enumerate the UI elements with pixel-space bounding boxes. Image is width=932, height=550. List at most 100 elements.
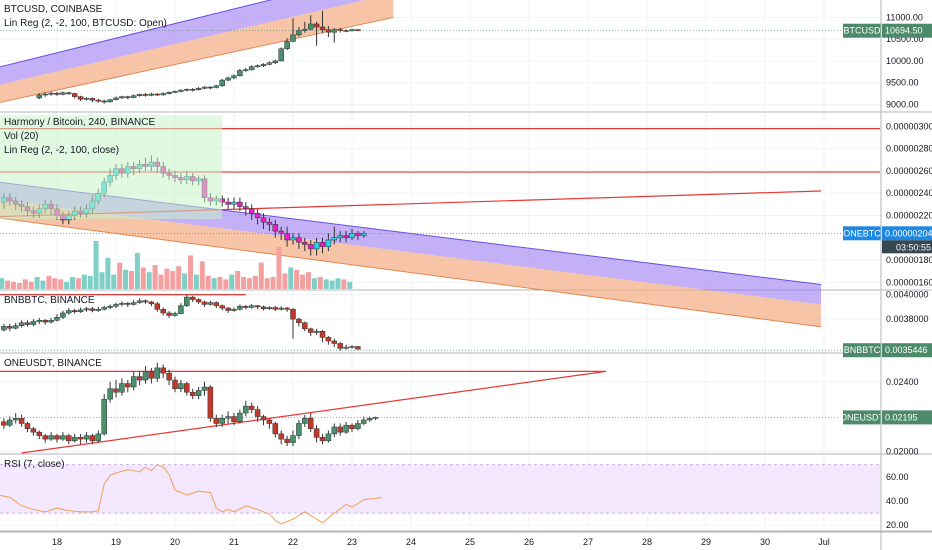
candle-body[interactable] <box>237 70 243 76</box>
candle-body[interactable] <box>1 326 7 331</box>
candle-body[interactable] <box>136 300 143 303</box>
candle-body[interactable] <box>66 435 72 442</box>
candle-body[interactable] <box>201 301 208 305</box>
candle-body[interactable] <box>77 96 84 100</box>
candle-body[interactable] <box>172 379 178 389</box>
candle-body[interactable] <box>119 383 125 393</box>
candle-body[interactable] <box>160 367 166 374</box>
candle-body[interactable] <box>101 307 107 310</box>
candle-body[interactable] <box>343 235 349 239</box>
candle-body[interactable] <box>136 94 143 97</box>
candle-body[interactable] <box>313 331 320 333</box>
candle-body[interactable] <box>60 312 66 318</box>
candle-body[interactable] <box>54 435 60 440</box>
candle-body[interactable] <box>302 322 308 330</box>
candle-body[interactable] <box>237 412 243 422</box>
candle-body[interactable] <box>313 428 320 438</box>
candle-body[interactable] <box>7 419 13 426</box>
candle-body[interactable] <box>125 302 131 305</box>
candle-body[interactable] <box>266 221 273 225</box>
candle-body[interactable] <box>83 308 90 311</box>
candle-body[interactable] <box>77 437 84 440</box>
candle-body[interactable] <box>24 322 31 325</box>
candle-body[interactable] <box>36 94 43 99</box>
candle-body[interactable] <box>154 367 161 379</box>
candle-body[interactable] <box>225 77 231 81</box>
candle-body[interactable] <box>42 93 48 96</box>
candle-body[interactable] <box>219 305 225 309</box>
candle-body[interactable] <box>319 26 326 30</box>
candle-body[interactable] <box>89 308 96 311</box>
candle-body[interactable] <box>284 307 290 310</box>
candle-body[interactable] <box>278 230 284 234</box>
candle-body[interactable] <box>130 302 137 305</box>
candle-body[interactable] <box>71 310 78 312</box>
candle-body[interactable] <box>130 376 137 388</box>
candle-body[interactable] <box>113 388 119 393</box>
candle-body[interactable] <box>12 418 19 421</box>
candle-body[interactable] <box>178 89 184 92</box>
candle-body[interactable] <box>290 435 296 443</box>
candle-body[interactable] <box>243 306 249 308</box>
candle-body[interactable] <box>213 85 220 88</box>
candle-body[interactable] <box>231 201 237 205</box>
candle-body[interactable] <box>355 423 361 429</box>
candle-body[interactable] <box>325 433 332 442</box>
candle-body[interactable] <box>101 398 107 435</box>
candle-body[interactable] <box>207 386 214 419</box>
candle-body[interactable] <box>266 419 273 424</box>
candle-body[interactable] <box>331 237 338 241</box>
candle-body[interactable] <box>355 346 361 350</box>
candle-body[interactable] <box>36 320 43 322</box>
candle-body[interactable] <box>154 93 161 96</box>
candle-body[interactable] <box>313 23 320 28</box>
candle-body[interactable] <box>166 92 172 94</box>
candle-body[interactable] <box>160 93 166 96</box>
candle-body[interactable] <box>331 426 338 435</box>
candle-body[interactable] <box>89 98 96 101</box>
candle-body[interactable] <box>302 418 308 424</box>
candle-body[interactable] <box>201 86 208 89</box>
candle-body[interactable] <box>60 92 66 95</box>
candle-body[interactable] <box>7 326 13 329</box>
candle-body[interactable] <box>243 69 249 71</box>
candle-body[interactable] <box>154 303 161 310</box>
candle-body[interactable] <box>349 346 355 348</box>
candle-body[interactable] <box>12 325 19 329</box>
candle-body[interactable] <box>54 316 60 321</box>
candle-body[interactable] <box>307 418 314 429</box>
candle-body[interactable] <box>302 241 308 245</box>
candle-body[interactable] <box>248 208 255 214</box>
candle-body[interactable] <box>66 92 72 94</box>
candle-body[interactable] <box>366 418 373 421</box>
candle-body[interactable] <box>83 98 90 100</box>
candle-body[interactable] <box>95 309 102 311</box>
candle-body[interactable] <box>254 65 261 67</box>
candle-body[interactable] <box>349 29 355 32</box>
candle-body[interactable] <box>148 93 155 96</box>
candle-body[interactable] <box>66 310 72 314</box>
candle-body[interactable] <box>195 299 202 303</box>
candle-body[interactable] <box>337 235 343 239</box>
candle-body[interactable] <box>95 433 102 442</box>
candle-body[interactable] <box>296 318 302 323</box>
candle-body[interactable] <box>284 41 290 50</box>
candle-body[interactable] <box>113 97 119 100</box>
candle-body[interactable] <box>260 306 267 309</box>
candle-body[interactable] <box>213 302 220 306</box>
candle-body[interactable] <box>178 383 184 389</box>
candle-body[interactable] <box>231 75 237 79</box>
candle-body[interactable] <box>243 206 249 210</box>
candle-body[interactable] <box>83 435 90 440</box>
candle-body[interactable] <box>278 307 284 310</box>
candle-body[interactable] <box>107 99 113 103</box>
candle-body[interactable] <box>337 343 343 349</box>
candle-body[interactable] <box>1 421 7 426</box>
candle-body[interactable] <box>361 419 367 424</box>
candle-body[interactable] <box>136 376 143 381</box>
candle-body[interactable] <box>254 305 261 308</box>
candle-body[interactable] <box>231 416 237 422</box>
candle-body[interactable] <box>290 309 296 320</box>
candle-body[interactable] <box>272 224 279 232</box>
